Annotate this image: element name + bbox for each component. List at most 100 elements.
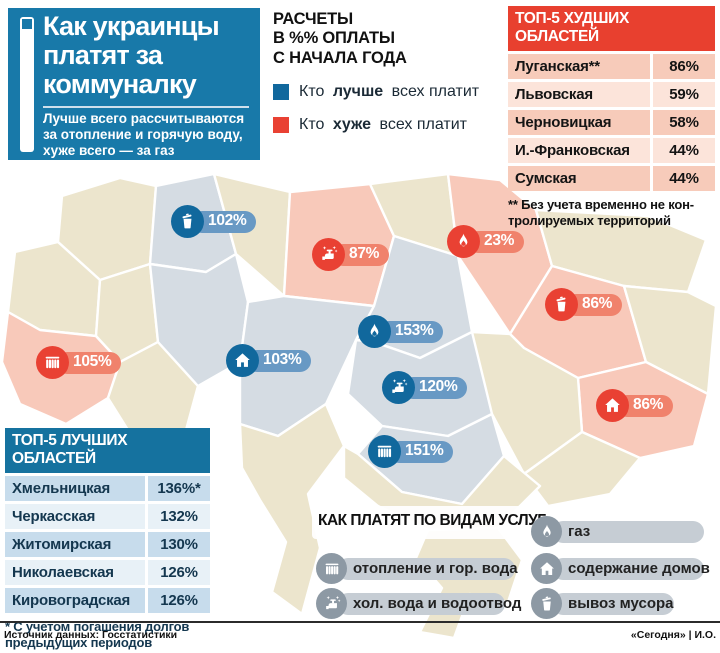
circle [447,225,480,258]
footer-divider [0,621,720,623]
region-name: Львовская [508,82,650,107]
circle [596,389,629,422]
house-icon [233,351,252,370]
circle [531,516,562,547]
map-badge-house-103: 103% [226,344,312,377]
badge-value: 103% [246,349,312,372]
table-row: Львовская 59% [508,82,715,107]
service-label: отопление и гор. вода [337,557,518,580]
region-name: Хмельницкая [5,476,145,501]
table-row: Кировоградская 126% [5,588,210,613]
circle [316,553,347,584]
table-row: Луганская** 86% [508,54,715,79]
map-badge-faucet-87: 87% [312,238,390,271]
map-badge-radiator-151: 151% [368,435,454,468]
best-table-header: ТОП-5 ЛУЧШИХ ОБЛАСТЕЙ [5,428,210,473]
trash-icon [178,212,197,231]
region-name: Житомирская [5,532,145,557]
region-value: 59% [653,82,715,107]
house-icon [538,560,556,578]
legend-text: Кто хуже всех платит [299,115,467,133]
table-row: Житомирская 130% [5,532,210,557]
service-garbage: вывоз мусора [531,588,674,619]
service-heating: отопление и гор. вода [316,553,518,584]
circle [316,588,347,619]
circle [358,315,391,348]
title-box: Как украинцы платят за коммуналку Лучше … [8,8,260,160]
services-heading-backing [312,506,540,539]
region-value: 58% [653,110,715,135]
circle [171,205,204,238]
circle [531,588,562,619]
badge-value: 153% [378,320,444,343]
radiator-icon [43,353,62,372]
publication-credit: «Сегодня» | И.О. [630,629,716,641]
table-row: Черкасская 132% [5,504,210,529]
legend-text: Кто лучше всех платит [299,82,480,100]
map-badge-house-86: 86% [596,389,674,422]
circle [36,346,69,379]
worst-color-swatch [273,116,289,133]
map-region-dnipro [470,330,584,476]
table-row: Хмельницкая 136%* [5,476,210,501]
title-divider [43,106,249,108]
page-title: Как украинцы платят за коммуналку [43,11,220,99]
region-name: Черкасская [5,504,145,529]
service-label: содержание домов [552,557,710,580]
region-value: 136%* [148,476,210,501]
region-value: 44% [653,166,715,191]
map-badge-flame-23: 23% [447,225,525,258]
title-accent-notch [22,19,32,29]
service-cold-water: хол. вода и водоотвод [316,588,521,619]
map-badge-trash-102: 102% [171,205,257,238]
worst-table-footnote: ** Без учета временно не кон- тролируемы… [508,197,694,228]
table-row: Николаевская 126% [5,560,210,585]
service-gas: газ [531,516,704,547]
region-name: Луганская** [508,54,650,79]
table-row: Черновицкая 58% [508,110,715,135]
badge-value: 151% [388,440,454,463]
radiator-icon [323,560,341,578]
region-value: 86% [653,54,715,79]
badge-value: 86% [616,394,674,417]
region-value: 126% [148,588,210,613]
map-region-odesa [238,402,346,616]
map-region-luhansk [622,284,718,396]
region-value: 44% [653,138,715,163]
region-name: Сумская [508,166,650,191]
house-icon [603,396,622,415]
best-color-swatch [273,83,289,100]
circle [545,288,578,321]
table-row: И.-Франковская 44% [508,138,715,163]
badge-value: 23% [467,230,525,253]
region-name: Кировоградская [5,588,145,613]
badge-value: 86% [565,293,623,316]
legend-item-worst: Кто хуже всех платит [273,116,493,134]
map-badge-flame-153: 153% [358,315,444,348]
map-badge-radiator-105: 105% [36,346,122,379]
region-value: 130% [148,532,210,557]
legend-item-best: Кто лучше всех платит [273,83,493,101]
badge-value: 102% [191,210,257,233]
faucet-icon [323,595,341,613]
service-building-upkeep: содержание домов [531,553,710,584]
service-label: вывоз мусора [552,592,674,615]
region-name: Николаевская [5,560,145,585]
region-name: Черновицкая [508,110,650,135]
circle [531,553,562,584]
calc-legend: РАСЧЕТЫ В %% ОПЛАТЫ С НАЧАЛА ГОДА Кто лу… [273,10,493,134]
worst-table-header: ТОП-5 ХУДШИХ ОБЛАСТЕЙ [508,6,715,51]
worst-regions-table: ТОП-5 ХУДШИХ ОБЛАСТЕЙ Луганская** 86% Льв… [508,6,715,228]
service-label: хол. вода и водоотвод [337,592,521,615]
map-badge-trash-86: 86% [545,288,623,321]
map-badge-faucet-120: 120% [382,371,468,404]
service-label: газ [552,520,704,543]
radiator-icon [375,442,394,461]
flame-icon [538,523,556,541]
badge-value: 87% [332,243,390,266]
badge-value: 120% [402,376,468,399]
data-source: Источник данных: Госстатистики [4,629,178,641]
flame-icon [454,232,473,251]
services-legend-heading: КАК ПЛАТЯТ ПО ВИДАМ УСЛУГ [318,512,546,529]
table-row: Сумская 44% [508,166,715,191]
